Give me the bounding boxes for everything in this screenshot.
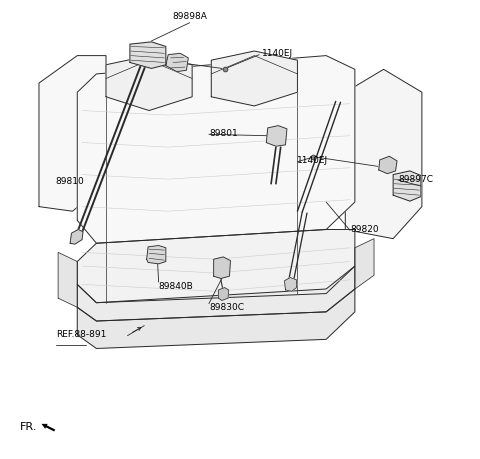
Polygon shape: [58, 252, 77, 307]
Polygon shape: [218, 288, 228, 301]
Text: 1140EJ: 1140EJ: [298, 157, 328, 165]
Polygon shape: [70, 230, 83, 244]
Text: 89810: 89810: [56, 177, 84, 186]
Polygon shape: [147, 246, 166, 264]
Text: 1140EJ: 1140EJ: [262, 49, 293, 58]
Polygon shape: [393, 171, 421, 201]
Polygon shape: [77, 289, 355, 348]
Text: 89801: 89801: [209, 129, 238, 138]
Polygon shape: [345, 69, 422, 239]
Polygon shape: [211, 51, 298, 106]
Polygon shape: [285, 278, 297, 291]
Text: 89820: 89820: [350, 225, 379, 234]
Polygon shape: [106, 56, 192, 111]
Polygon shape: [355, 239, 374, 289]
Polygon shape: [77, 230, 355, 303]
Polygon shape: [130, 42, 166, 68]
Polygon shape: [77, 56, 355, 243]
Text: 89898A: 89898A: [172, 12, 207, 21]
Polygon shape: [166, 53, 188, 72]
Polygon shape: [266, 126, 287, 146]
Text: 89830C: 89830C: [209, 303, 244, 312]
Text: FR.: FR.: [20, 422, 37, 432]
Text: 89897C: 89897C: [398, 175, 433, 184]
Polygon shape: [214, 257, 230, 279]
Text: REF.88-891: REF.88-891: [56, 330, 106, 339]
Text: 89840B: 89840B: [158, 282, 193, 291]
Polygon shape: [39, 56, 106, 211]
Polygon shape: [379, 156, 397, 174]
Polygon shape: [77, 266, 355, 321]
